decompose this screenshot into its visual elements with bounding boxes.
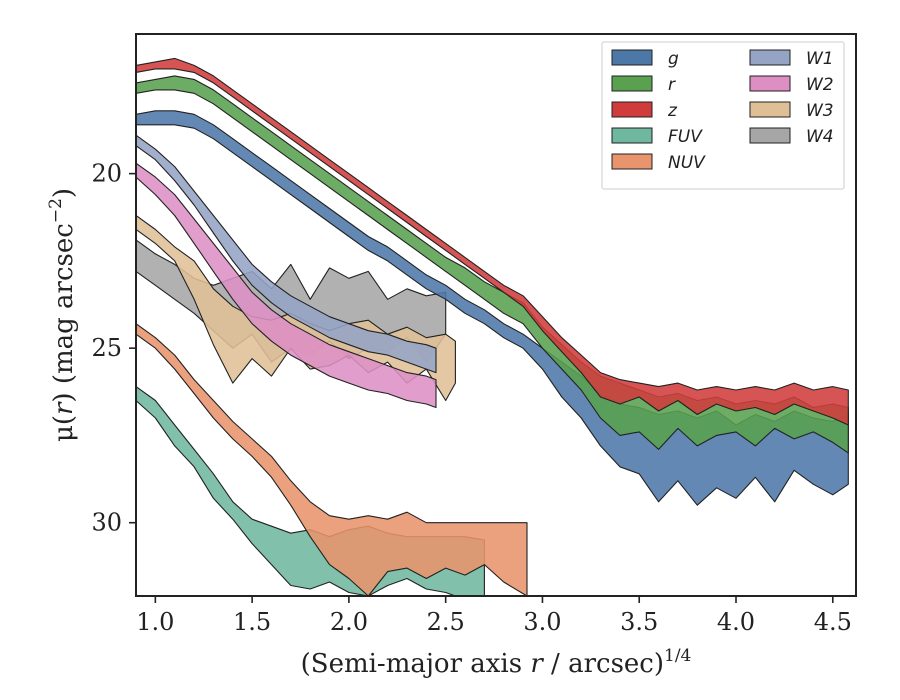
series-band-g (136, 110, 849, 506)
legend: grz FUV NUV W1 W2 W3 W4 (601, 41, 845, 190)
legend-label-fuv: FUV (668, 127, 703, 147)
legend-label-r: r (668, 75, 676, 95)
series-band-nuv (136, 323, 528, 596)
y-axis: 20 25 30 (91, 160, 136, 537)
series-layer (136, 57, 849, 596)
x-axis-title-pre: (Semi-major axis (301, 649, 531, 679)
legend-swatch-w3 (749, 101, 791, 118)
x-tick-label: 4.0 (717, 608, 755, 636)
legend-label-nuv: NUV (668, 153, 706, 173)
y-tick-label: 25 (91, 334, 122, 362)
legend-swatch-fuv (611, 127, 653, 144)
legend-label-w1: W1 (806, 49, 834, 69)
x-axis-title-post: / arcsec) (543, 649, 664, 679)
series-band-z (136, 57, 849, 426)
x-tick-label: 3.5 (620, 608, 658, 636)
legend-swatch-w2 (749, 75, 791, 92)
y-axis-title-pre: μ( (49, 415, 79, 442)
x-axis-title: (Semi-major axis r / arcsec)1/4 (301, 646, 692, 679)
legend-label-w3: W3 (806, 101, 834, 121)
legend-label-g: g (668, 49, 679, 69)
legend-label-z: z (667, 101, 678, 121)
legend-label-w4: W4 (806, 127, 834, 147)
legend-swatch-nuv (611, 153, 653, 170)
x-tick-label: 1.0 (136, 608, 174, 636)
y-tick-label: 20 (91, 160, 122, 188)
y-tick-label: 30 (91, 509, 122, 537)
y-axis-title-post: ) (49, 188, 79, 198)
plot-frame (135, 33, 857, 597)
x-axis-title-var: r (530, 649, 544, 679)
x-tick-label: 1.5 (233, 608, 271, 636)
y-axis-title-var: r (49, 401, 79, 415)
y-axis-title-exponent: −2 (46, 198, 66, 223)
y-axis-title: μ(r) (mag arcsec−2) (46, 188, 79, 442)
x-tick-label: 3.0 (523, 608, 561, 636)
y-axis-title-mid: ) (mag arcsec (49, 223, 79, 402)
legend-swatch-w4 (749, 127, 791, 144)
x-axis-title-exponent: 1/4 (664, 646, 691, 666)
series-band-r (136, 75, 849, 454)
legend-swatch-r (611, 75, 653, 92)
series-band-w1 (136, 134, 437, 374)
series-band-w2 (136, 162, 437, 409)
x-tick-label: 2.5 (427, 608, 465, 636)
legend-swatch-g (611, 49, 653, 66)
x-tick-label: 4.5 (814, 608, 852, 636)
legend-swatch-w1 (749, 49, 791, 66)
legend-swatch-z (611, 101, 653, 118)
x-tick-label: 2.0 (330, 608, 368, 636)
x-axis: 1.0 1.5 2.0 2.5 3.0 3.5 4.0 4.5 (136, 596, 852, 636)
legend-label-w2: W2 (806, 75, 834, 95)
